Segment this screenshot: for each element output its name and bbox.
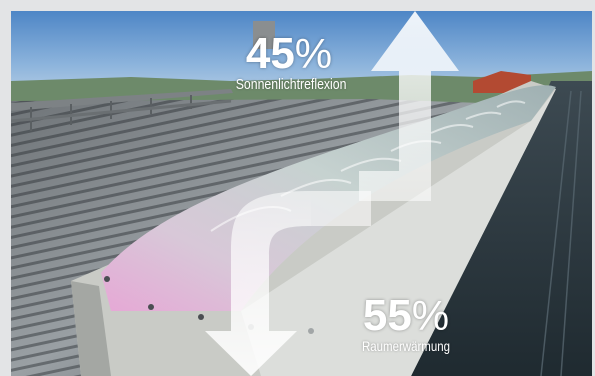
reflection-unit: % [294,30,333,77]
warming-percentage: 55% [346,294,466,338]
warming-stat: 55% Raumerwärmung [346,294,466,355]
reflection-label: Sonnenlichtreflexion [235,76,347,93]
reflection-value: 45 [245,29,295,78]
reflection-percentage: 45% [224,32,354,76]
reflection-stat: 45% Sonnenlichtreflexion [224,32,354,94]
warming-value: 55 [362,291,412,340]
rooftop-skylight-photo [11,11,592,376]
warming-label: Raumerwärmung [361,338,451,354]
warming-unit: % [411,292,450,339]
